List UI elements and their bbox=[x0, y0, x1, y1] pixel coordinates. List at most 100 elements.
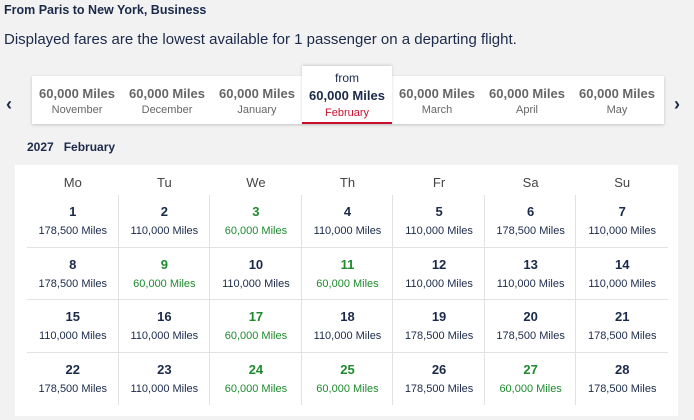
day-price: 110,000 Miles bbox=[38, 330, 107, 342]
title: From Paris to New York, Business bbox=[4, 3, 207, 17]
day-number: 15 bbox=[65, 309, 81, 324]
month-name: December bbox=[141, 104, 193, 116]
day-cell[interactable]: 28 178,500 Miles bbox=[576, 353, 668, 406]
month-name: November bbox=[51, 104, 103, 116]
day-number: 9 bbox=[160, 256, 168, 272]
day-number: 25 bbox=[340, 361, 355, 377]
day-cell[interactable]: 11 60,000 Miles bbox=[301, 247, 394, 300]
day-price: 178,500 Miles bbox=[404, 382, 474, 395]
day-number: 13 bbox=[523, 256, 538, 272]
day-cell[interactable]: 8 178,500 Miles bbox=[27, 247, 119, 300]
day-price: 110,000 Miles bbox=[130, 225, 199, 237]
day-cell[interactable]: 2 110,000 Miles bbox=[118, 195, 211, 248]
day-number: 21 bbox=[614, 309, 630, 324]
day-price: 60,000 Miles bbox=[224, 225, 288, 237]
day-cell[interactable]: 20 178,500 Miles bbox=[484, 300, 577, 353]
day-number: 3 bbox=[252, 204, 260, 219]
month-tab[interactable]: 60,000 Miles January bbox=[212, 76, 302, 124]
day-price: 60,000 Miles bbox=[133, 277, 196, 290]
day-cell[interactable]: 3 60,000 Miles bbox=[210, 195, 302, 248]
day-number: 7 bbox=[618, 204, 626, 219]
day-cell[interactable]: 27 60,000 Miles bbox=[485, 352, 577, 405]
day-number: 18 bbox=[340, 309, 355, 324]
day-cell[interactable]: 21 178,500 Miles bbox=[576, 300, 668, 353]
day-price: 110,000 Miles bbox=[313, 225, 382, 237]
day-price: 110,000 Miles bbox=[405, 277, 473, 290]
day-number: 6 bbox=[527, 204, 535, 219]
day-price: 60,000 Miles bbox=[224, 330, 288, 342]
month-price: 60,000 Miles bbox=[489, 86, 565, 101]
weekday: Fr bbox=[432, 175, 446, 190]
day-cell[interactable]: 19 178,500 Miles bbox=[393, 300, 485, 353]
day-number: 14 bbox=[614, 256, 630, 272]
day-number: 4 bbox=[343, 204, 352, 219]
day-number: 27 bbox=[523, 361, 538, 377]
day-cell[interactable]: 7 110,000 Miles bbox=[576, 195, 668, 248]
day-cell[interactable]: 6 178,500 Miles bbox=[484, 195, 577, 248]
day-price: 60,000 Miles bbox=[499, 382, 562, 395]
day-cell[interactable]: 12 110,000 Miles bbox=[393, 247, 485, 300]
month-price: 60,000 Miles bbox=[309, 88, 385, 103]
day-number: 17 bbox=[248, 309, 264, 324]
month-tab[interactable]: 60,000 Miles March bbox=[392, 76, 482, 124]
day-price: 178,500 Miles bbox=[587, 382, 657, 395]
month-tab-selected[interactable]: from 60,000 Miles February bbox=[302, 66, 392, 124]
day-cell[interactable]: 22 178,500 Miles bbox=[27, 352, 119, 405]
day-cell[interactable]: 26 178,500 Miles bbox=[393, 352, 485, 405]
day-cell[interactable]: 24 60,000 Miles bbox=[210, 352, 302, 405]
day-price: 110,000 Miles bbox=[313, 330, 382, 342]
day-number: 26 bbox=[431, 361, 447, 377]
weekday: We bbox=[246, 175, 266, 190]
day-number: 22 bbox=[65, 361, 81, 377]
day-cell[interactable]: 1 178,500 Miles bbox=[27, 195, 119, 248]
day-price: 110,000 Miles bbox=[222, 277, 290, 290]
day-price: 178,500 Miles bbox=[38, 225, 108, 237]
calendar-heading: 2027 February bbox=[27, 140, 115, 154]
day-price: 178,500 Miles bbox=[587, 330, 657, 342]
month-price: 60,000 Miles bbox=[399, 86, 475, 101]
day-cell[interactable]: 23 110,000 Miles bbox=[119, 352, 211, 405]
day-cell[interactable]: 25 60,000 Miles bbox=[302, 352, 394, 405]
day-number: 5 bbox=[435, 204, 443, 219]
day-price: 60,000 Miles bbox=[224, 382, 288, 395]
month: February bbox=[63, 140, 116, 154]
day-price: 178,500 Miles bbox=[496, 330, 565, 342]
weekday: Mo bbox=[63, 175, 82, 190]
next-arrow[interactable]: › bbox=[674, 94, 680, 114]
day-price: 178,500 Miles bbox=[38, 277, 108, 290]
weekday: Tu bbox=[156, 175, 172, 190]
day-cell[interactable]: 18 110,000 Miles bbox=[301, 300, 394, 353]
prev-arrow[interactable]: ‹ bbox=[6, 94, 12, 114]
month-tab[interactable]: 60,000 Miles December bbox=[122, 76, 212, 124]
month-name: April bbox=[515, 104, 538, 116]
day-number: 23 bbox=[157, 361, 172, 377]
month-tab[interactable]: 60,000 Miles November bbox=[32, 76, 122, 124]
day-number: 1 bbox=[69, 204, 77, 219]
month-name: February bbox=[324, 107, 370, 119]
month-tab[interactable]: 60,000 Miles April bbox=[482, 76, 572, 124]
weekday: Th bbox=[339, 175, 356, 190]
day-price: 110,000 Miles bbox=[588, 277, 657, 290]
day-price: 60,000 Miles bbox=[316, 382, 379, 395]
day-cell[interactable]: 10 110,000 Miles bbox=[210, 247, 302, 300]
day-price: 110,000 Miles bbox=[405, 225, 473, 237]
day-cell[interactable]: 4 110,000 Miles bbox=[301, 195, 394, 248]
day-cell[interactable]: 9 60,000 Miles bbox=[118, 247, 211, 300]
day-number: 10 bbox=[248, 256, 264, 272]
day-cell[interactable]: 15 110,000 Miles bbox=[27, 300, 119, 353]
day-cell[interactable]: 17 60,000 Miles bbox=[210, 300, 302, 353]
day-number: 16 bbox=[157, 309, 172, 324]
day-number: 28 bbox=[614, 361, 630, 377]
month-price: 60,000 Miles bbox=[129, 86, 205, 101]
day-cell[interactable]: 14 110,000 Miles bbox=[576, 248, 668, 300]
day-number: 11 bbox=[340, 256, 355, 272]
day-number: 20 bbox=[523, 309, 538, 324]
month-tab[interactable]: 60,000 Miles May bbox=[572, 76, 662, 124]
day-cell[interactable]: 13 110,000 Miles bbox=[484, 247, 577, 300]
weekday: Sa bbox=[522, 175, 539, 190]
day-number: 24 bbox=[248, 361, 264, 377]
calendar: Mo Tu We Th Fr Sa Su 1 178,500 Miles 2 110,000 Mil… bbox=[15, 165, 678, 416]
day-cell[interactable]: 5 110,000 Miles bbox=[393, 195, 485, 248]
month-price: 60,000 Miles bbox=[579, 86, 655, 101]
day-cell[interactable]: 16 110,000 Miles bbox=[118, 300, 211, 353]
